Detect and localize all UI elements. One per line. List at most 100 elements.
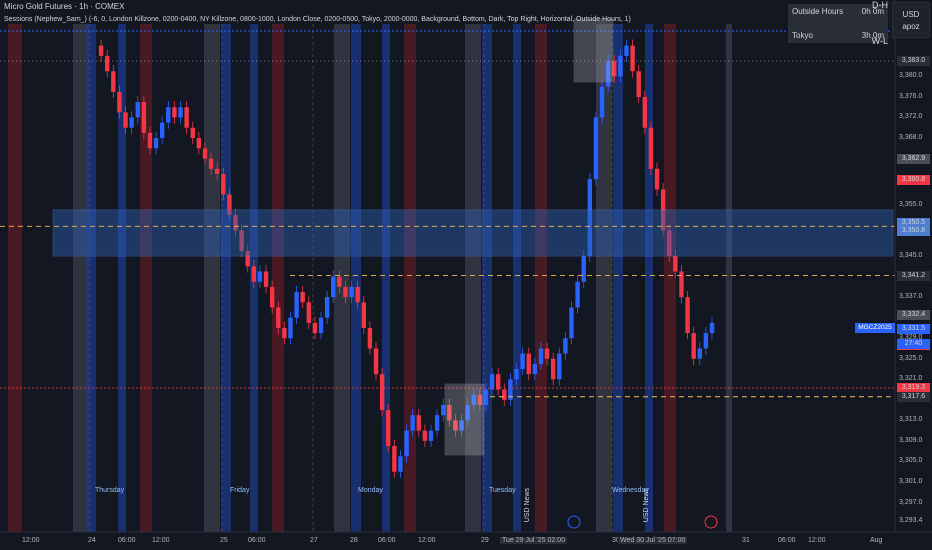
price-tag-p3362: 3,362.9: [897, 154, 930, 165]
price-tick: 3,355.0: [899, 200, 923, 208]
price-tick: 3,325.0: [899, 354, 923, 362]
session-band: [513, 24, 521, 532]
time-tick: 28: [350, 537, 358, 544]
session-table: Outside Hours 0h 0m Tokyo 3h 0m: [788, 4, 888, 43]
range-box-tuesday: [573, 18, 614, 83]
candle-body: [459, 420, 464, 431]
candle-body: [105, 55, 110, 72]
candle-body: [477, 394, 483, 405]
price-tick: 3,329.0: [899, 334, 923, 342]
news-label[interactable]: USD News: [524, 488, 531, 523]
candle-body: [697, 348, 702, 359]
currency-button[interactable]: USD apoz: [892, 2, 930, 38]
session-band: [404, 24, 416, 532]
candle-body: [318, 317, 324, 334]
candle-body: [508, 379, 513, 400]
candle-body: [544, 348, 550, 359]
price-tick: 3,297.0: [899, 498, 923, 506]
candle-body: [141, 102, 147, 133]
symbol-title[interactable]: Micro Gold Futures · 1h · COMEX: [4, 2, 125, 11]
candle-body: [404, 430, 409, 457]
time-tick: Wed 30 Jul '25 07:00: [618, 537, 688, 544]
price-tag-p3383: 3,383.0: [897, 56, 930, 66]
candle-body: [550, 358, 556, 380]
candle-body: [392, 446, 397, 472]
price-tag-p3332: 3,332.4: [897, 309, 930, 320]
candle-body: [337, 276, 342, 287]
candle-body: [514, 369, 519, 380]
candle-body: [129, 117, 134, 128]
candle-body: [447, 404, 452, 421]
candle-body: [208, 158, 214, 169]
price-tick: 3,345.0: [899, 252, 923, 260]
candle-body: [343, 286, 348, 298]
candle-body: [288, 317, 293, 339]
time-tick: 12:00: [152, 537, 170, 544]
candle-body: [367, 327, 373, 349]
session-band: [596, 24, 612, 532]
candle-body: [575, 281, 580, 308]
candle-body: [502, 389, 507, 400]
time-tick: 12:00: [418, 537, 436, 544]
candle-body: [153, 138, 159, 149]
candle-body: [471, 394, 476, 405]
price-tick: 3,293.4: [899, 517, 923, 524]
candle-body: [190, 127, 195, 139]
candle-body: [679, 271, 684, 298]
candle-body: [263, 271, 269, 287]
candle-body: [526, 353, 531, 375]
session-name: Tokyo: [792, 31, 813, 40]
session-band: [140, 24, 152, 532]
session-band: [382, 24, 390, 532]
price-tag-p3350_8: 3,350.8: [897, 226, 930, 237]
candle-body: [483, 389, 489, 405]
price-tag-p3350_5: 3,350.5: [897, 217, 930, 228]
session-value: 0h 0m: [861, 7, 884, 16]
time-tick: 06:00: [778, 537, 796, 544]
price-tick: 3,309.0: [899, 436, 923, 444]
candle-body: [214, 168, 220, 174]
candle-body: [660, 189, 666, 231]
session-band: [613, 24, 623, 532]
session-name: Outside Hours: [792, 7, 844, 16]
candle-body: [587, 179, 593, 257]
candle-body: [709, 322, 715, 334]
news-label[interactable]: USD News: [643, 488, 650, 523]
day-label: Friday: [230, 487, 250, 494]
candle-body: [257, 271, 263, 282]
session-band: [465, 24, 481, 532]
session-row-outside: Outside Hours 0h 0m: [788, 4, 888, 19]
user-label: apoz: [902, 21, 920, 31]
candle-body: [355, 286, 360, 303]
symbol-tag: MGCZ2025: [855, 323, 895, 334]
candle-body: [324, 297, 330, 318]
candle-body: [361, 302, 366, 328]
candle-body: [465, 404, 470, 421]
session-row-tokyo: Tokyo 3h 0m: [788, 28, 888, 43]
price-tick: 3,380.0: [899, 72, 923, 80]
day-label: Tuesday: [489, 487, 516, 494]
indicator-title[interactable]: Sessions (Nephew_Sam_) (-6, 0, London Ki…: [4, 16, 631, 23]
candle-body: [581, 256, 586, 282]
candle-body: [636, 71, 641, 97]
candle-body: [520, 353, 525, 370]
candle-body: [202, 148, 208, 159]
dh-label: D-H: [872, 0, 888, 10]
time-tick: 12:00: [22, 537, 40, 544]
candle-body: [98, 45, 104, 56]
time-tick: 06:00: [378, 537, 396, 544]
wl-label: W-L: [871, 36, 888, 46]
price-tick: 3,313.0: [899, 416, 923, 424]
candle-body: [117, 91, 122, 113]
time-tick: 29: [481, 537, 489, 544]
candle-body: [282, 327, 287, 339]
candle-body: [624, 45, 629, 56]
price-tick: 3,376.0: [899, 92, 923, 100]
candle-body: [416, 415, 421, 431]
candle-body: [648, 127, 654, 169]
price-tick: 3,301.0: [899, 477, 923, 485]
session-value: 3h 0m: [861, 31, 884, 40]
candle-body: [178, 107, 183, 118]
candle-body: [630, 45, 635, 72]
